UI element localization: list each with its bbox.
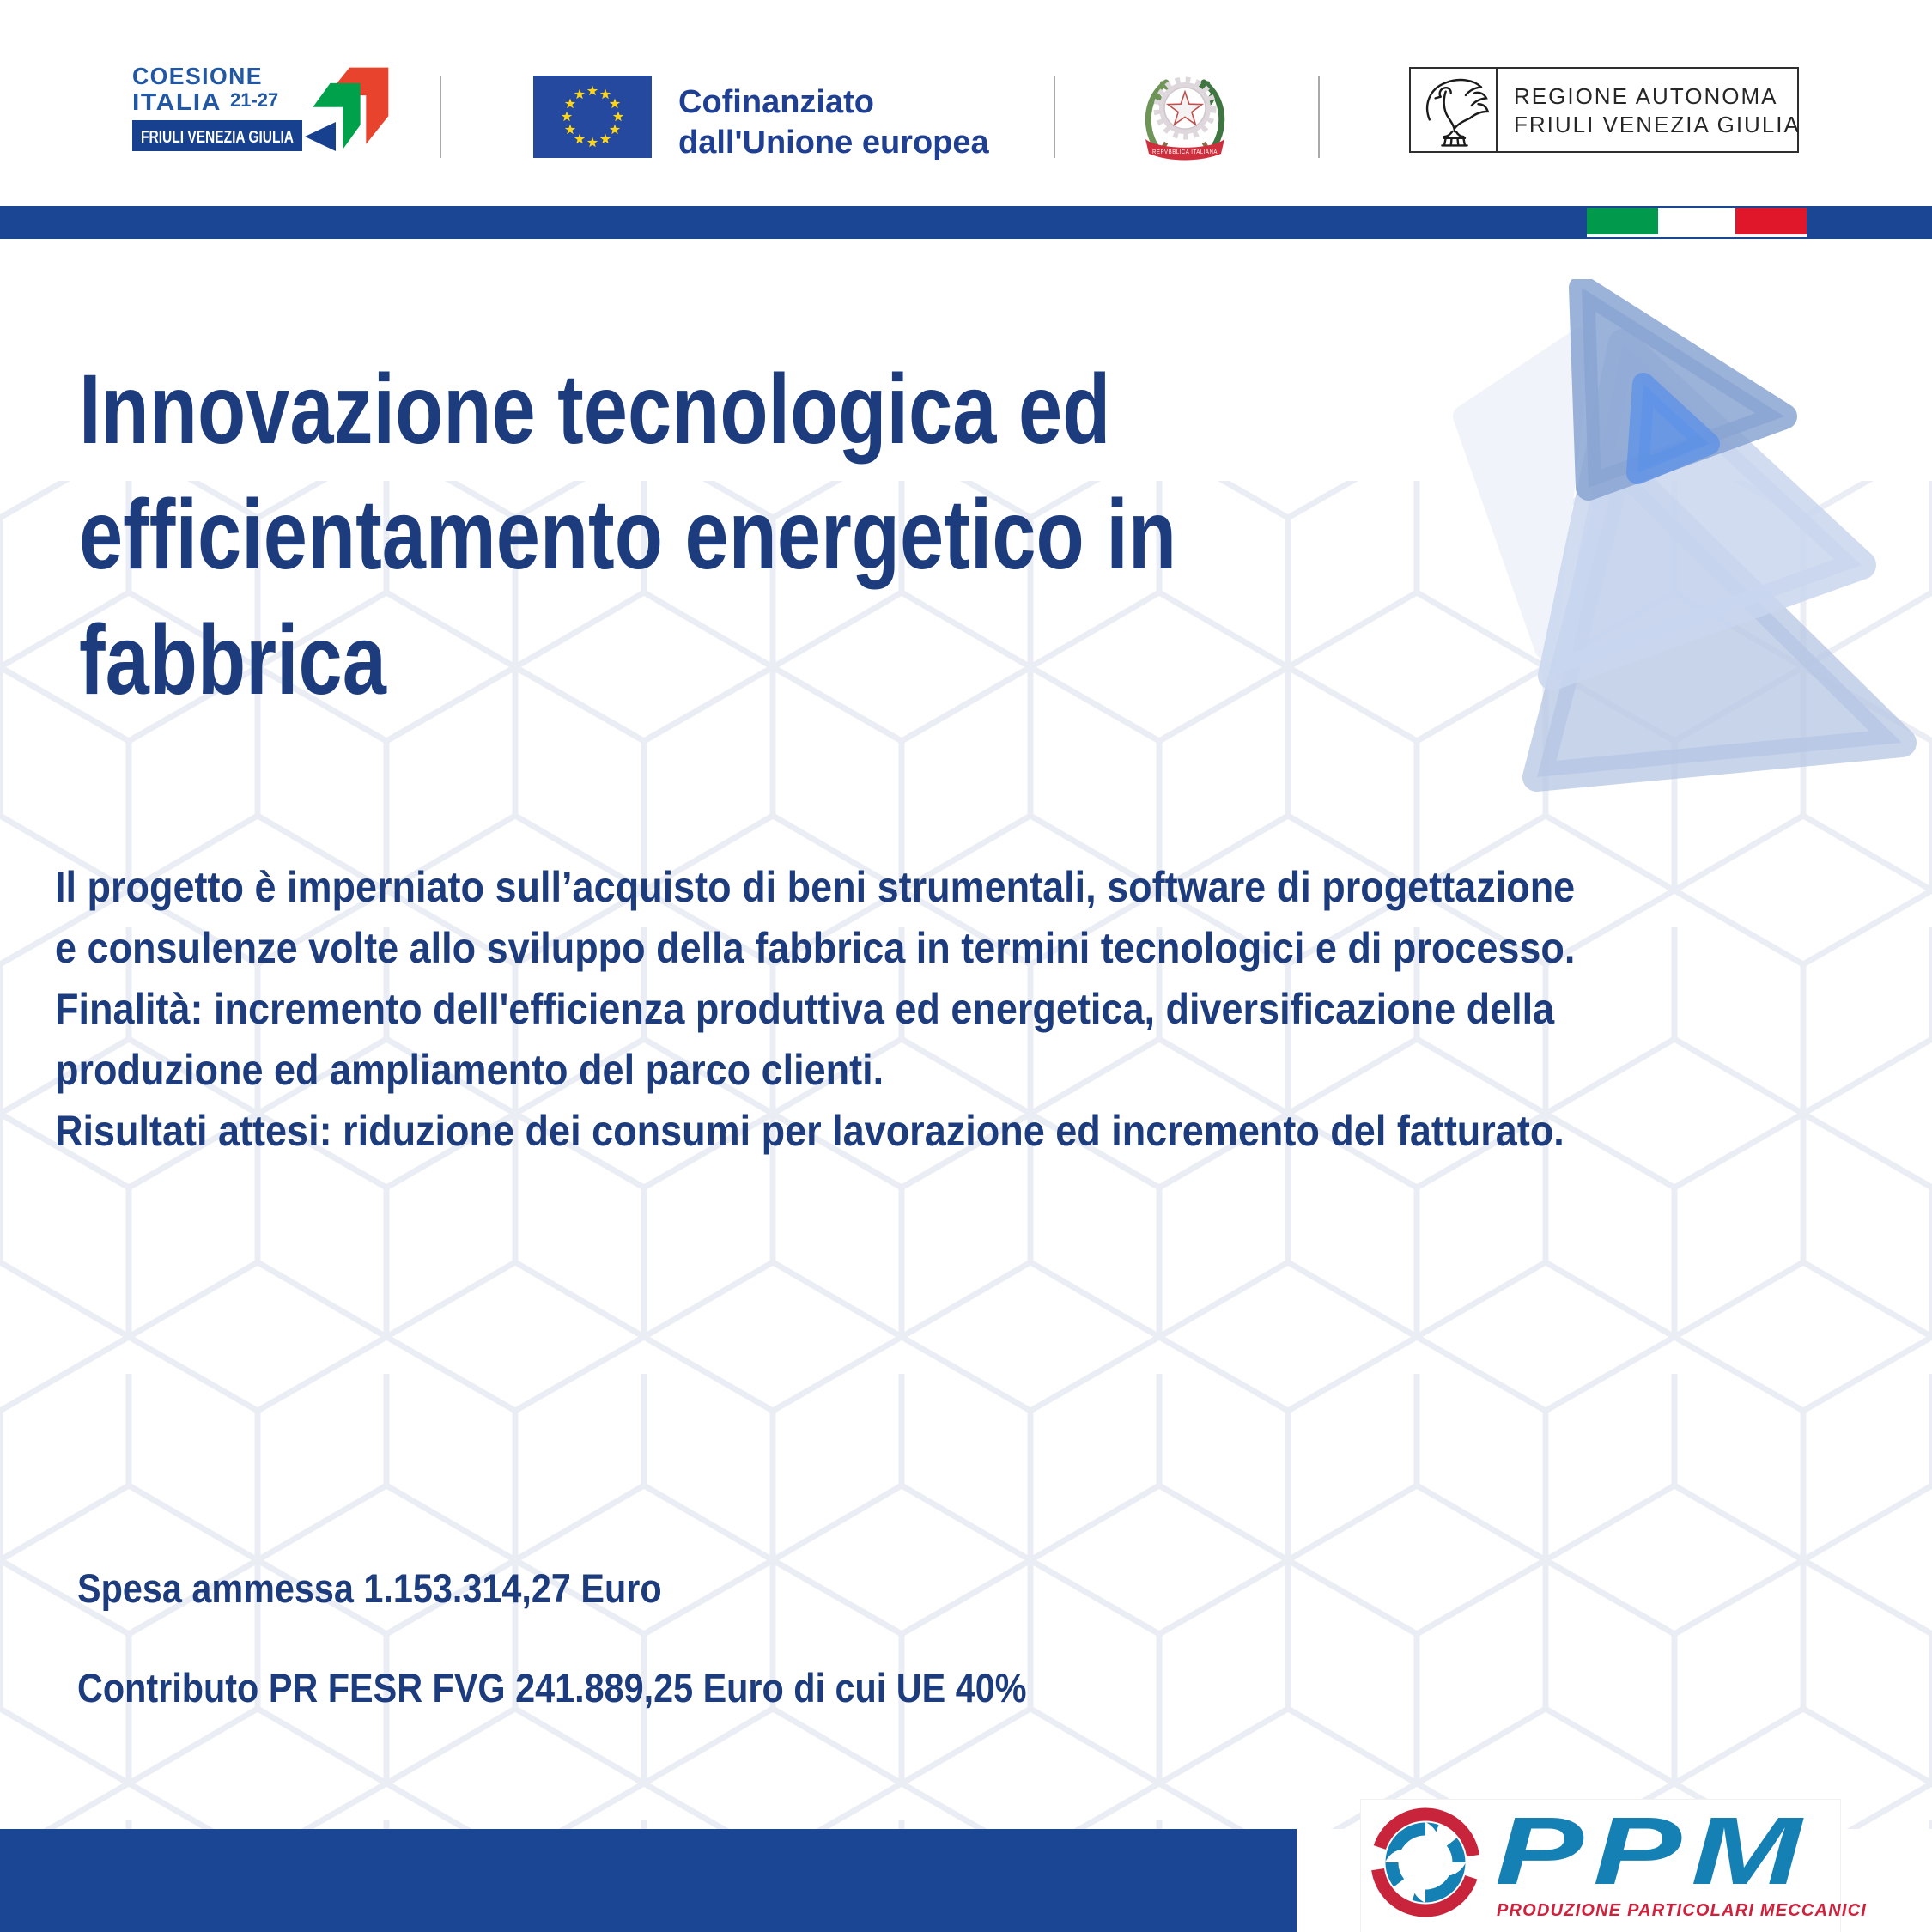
years-label: 21-27 bbox=[230, 89, 278, 111]
coesione-banner-bg bbox=[132, 120, 302, 151]
header-divider bbox=[440, 76, 441, 158]
republic-ribbon-label: REPVBBLICA ITALIANA bbox=[1152, 149, 1218, 155]
header-logos: COESIONE ITALIA 21-27 FRIULI VENEZIA GIU… bbox=[0, 0, 1932, 206]
tricolor-bar bbox=[0, 206, 1932, 239]
ppm-emblem-icon bbox=[1370, 1807, 1480, 1917]
coesione-word: COESIONE bbox=[132, 63, 263, 89]
region-name-line1: REGIONE AUTONOMA bbox=[1514, 83, 1778, 109]
region-name-line2: FRIULI VENEZIA GIULIA bbox=[1514, 112, 1801, 137]
banner-arrow-icon bbox=[305, 122, 336, 151]
ppm-wordmark: PPM bbox=[1495, 1797, 1812, 1905]
eu-funding-label: Cofinanziato dall'Unione europea bbox=[678, 82, 989, 163]
flag-red-stripe bbox=[1735, 208, 1807, 234]
coesione-italia-logo: COESIONE ITALIA 21-27 FRIULI VENEZIA GIU… bbox=[132, 63, 389, 151]
italia-word: ITALIA bbox=[132, 88, 222, 115]
ppm-tagline: PRODUZIONE PARTICOLARI MECCANICI bbox=[1497, 1901, 1867, 1920]
header-divider bbox=[1318, 76, 1320, 158]
region-logo-divider bbox=[1496, 69, 1498, 151]
footer-bar bbox=[0, 1829, 1297, 1932]
italian-republic-emblem-icon: REPVBBLICA ITALIANA bbox=[1145, 76, 1225, 161]
admitted-expense: Spesa ammessa 1.153.314,27 Euro bbox=[77, 1565, 662, 1611]
page-title: Innovazione tecnologica ed efficientamen… bbox=[79, 355, 1177, 715]
eu-funding-line2: dall'Unione europea bbox=[678, 125, 989, 161]
decorative-triangles bbox=[1453, 279, 1917, 792]
coesione-banner-label: FRIULI VENEZIA GIULIA bbox=[141, 128, 294, 147]
region-name: REGIONE AUTONOMA FRIULI VENEZIA GIULIA bbox=[1514, 82, 1801, 139]
ppm-logo: PPM PRODUZIONE PARTICOLARI MECCANICI bbox=[1361, 1797, 1866, 1932]
contribution-amount: Contributo PR FESR FVG 241.889,25 Euro d… bbox=[77, 1665, 1027, 1710]
region-fvg-logo: REGIONE AUTONOMA FRIULI VENEZIA GIULIA bbox=[1409, 67, 1799, 153]
flag-white-stripe bbox=[1661, 208, 1733, 234]
header-divider bbox=[1054, 76, 1055, 158]
eu-funding-line1: Cofinanziato bbox=[678, 84, 874, 120]
eagle-icon bbox=[1425, 78, 1490, 147]
flag-green-stripe bbox=[1587, 208, 1659, 234]
coesione-green-chevron-icon bbox=[313, 82, 361, 149]
project-description: Il progetto è imperniato sull’acquisto d… bbox=[55, 863, 1576, 1155]
italy-flag-icon bbox=[1587, 208, 1807, 237]
eu-flag-icon bbox=[533, 76, 652, 158]
